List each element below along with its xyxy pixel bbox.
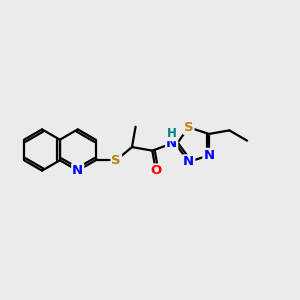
- Text: H: H: [167, 127, 177, 140]
- Text: S: S: [111, 154, 121, 167]
- Text: N: N: [203, 149, 214, 162]
- Text: S: S: [184, 121, 194, 134]
- Text: N: N: [72, 164, 83, 177]
- Text: N: N: [183, 155, 194, 168]
- Text: O: O: [150, 164, 161, 177]
- Text: N: N: [166, 137, 177, 150]
